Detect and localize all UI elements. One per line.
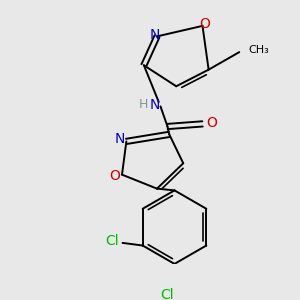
Text: N: N [150,98,160,112]
Text: N: N [114,132,124,146]
Text: CH₃: CH₃ [248,45,269,56]
Text: O: O [110,169,120,183]
Text: H: H [138,98,148,111]
Text: Cl: Cl [161,288,174,300]
Text: O: O [206,116,217,130]
Text: Cl: Cl [105,234,119,248]
Text: O: O [199,17,210,31]
Text: N: N [150,28,160,42]
